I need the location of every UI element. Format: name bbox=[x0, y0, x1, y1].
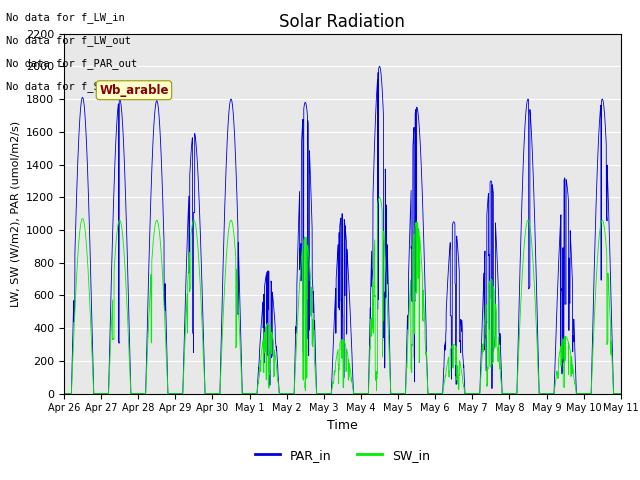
Title: Solar Radiation: Solar Radiation bbox=[280, 12, 405, 31]
Legend: PAR_in, SW_in: PAR_in, SW_in bbox=[250, 444, 435, 467]
Text: No data for f_SW_out: No data for f_SW_out bbox=[6, 81, 131, 92]
Text: No data for f_PAR_out: No data for f_PAR_out bbox=[6, 58, 138, 69]
SW_in bbox=[326, 391, 334, 396]
Y-axis label: LW, SW (W/m2), PAR (umol/m2/s): LW, SW (W/m2), PAR (umol/m2/s) bbox=[10, 120, 20, 307]
SW_in bbox=[243, 391, 250, 396]
SW_in bbox=[60, 391, 68, 396]
PAR_in bbox=[578, 391, 586, 396]
SW_in bbox=[376, 194, 383, 200]
PAR_in bbox=[60, 391, 68, 396]
X-axis label: Time: Time bbox=[327, 419, 358, 432]
Text: Wb_arable: Wb_arable bbox=[99, 84, 169, 97]
Line: SW_in: SW_in bbox=[64, 197, 640, 394]
SW_in bbox=[81, 225, 89, 230]
PAR_in bbox=[326, 391, 334, 396]
SW_in bbox=[578, 391, 586, 396]
PAR_in bbox=[506, 391, 514, 396]
PAR_in bbox=[214, 391, 221, 396]
SW_in bbox=[214, 391, 221, 396]
Text: No data for f_LW_out: No data for f_LW_out bbox=[6, 35, 131, 46]
Line: PAR_in: PAR_in bbox=[64, 66, 640, 394]
SW_in bbox=[506, 391, 514, 396]
PAR_in bbox=[376, 63, 383, 69]
Text: No data for f_LW_in: No data for f_LW_in bbox=[6, 12, 125, 23]
PAR_in bbox=[81, 110, 89, 116]
PAR_in bbox=[243, 391, 250, 396]
